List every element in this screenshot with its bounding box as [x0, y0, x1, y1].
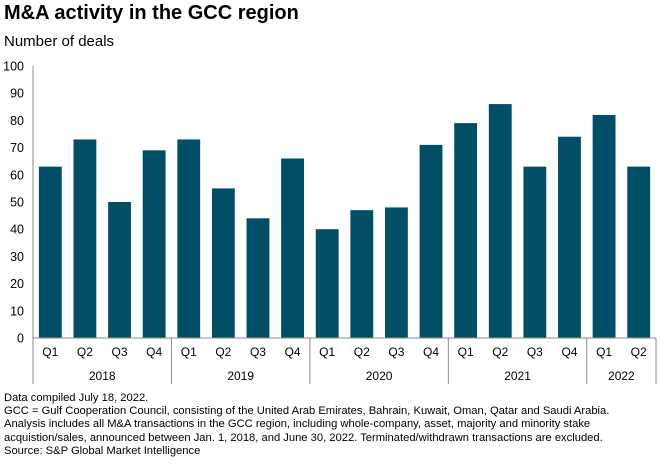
x-group-label-year: 2020 [366, 369, 393, 383]
x-tick-label-quarter: Q4 [285, 345, 301, 359]
y-tick-label: 90 [10, 87, 24, 101]
bar [211, 188, 235, 338]
x-tick-label-quarter: Q2 [77, 345, 93, 359]
y-tick-label: 100 [3, 60, 24, 74]
chart-title: M&A activity in the GCC region [4, 2, 299, 24]
bar [73, 139, 97, 338]
x-tick-label-quarter: Q1 [596, 345, 612, 359]
y-tick-label: 80 [10, 114, 24, 128]
x-tick-label-quarter: Q2 [631, 345, 647, 359]
bar [558, 136, 581, 338]
y-tick-label: 40 [10, 223, 24, 237]
x-tick-label-quarter: Q3 [112, 345, 128, 359]
footnote-analysis-scope-cont: acquistion/sales, announced between Jan.… [4, 431, 603, 444]
y-tick-label: 10 [10, 304, 24, 318]
y-tick-label: 60 [10, 168, 24, 182]
bar [592, 114, 616, 339]
x-tick-label-quarter: Q3 [250, 345, 266, 359]
bar-chart: 0 10 20 30 40 50 60 70 80 90 100 Q1 Q2 Q3 Q4 Q1 Q2 Q3 Q4 Q1… [3, 60, 657, 384]
y-tick-label: 30 [10, 250, 24, 264]
bar [454, 123, 478, 339]
bar [627, 166, 651, 338]
bar [246, 218, 270, 338]
bar [523, 166, 547, 338]
bar [488, 104, 512, 338]
y-tick-label: 50 [10, 196, 24, 210]
bar [281, 158, 305, 338]
x-tick-label-quarter: Q2 [492, 345, 508, 359]
bar [315, 229, 339, 338]
bar [142, 150, 166, 338]
footnote-source: Source: S&P Global Market Intelligence [4, 444, 201, 457]
x-tick-label-quarter: Q3 [388, 345, 404, 359]
bar [38, 166, 62, 338]
x-tick-label-quarter: Q1 [181, 345, 197, 359]
x-tick-label-quarter: Q1 [458, 345, 474, 359]
x-tick-label-quarter: Q4 [561, 345, 577, 359]
x-tick-label-quarter: Q1 [319, 345, 335, 359]
x-group-label-year: 2022 [608, 369, 635, 383]
x-group-label-year: 2021 [504, 369, 531, 383]
chart-subtitle: Number of deals [4, 33, 115, 50]
footnote-gcc-definition: GCC = Gulf Cooperation Council, consisti… [4, 405, 610, 418]
y-tick-label: 0 [17, 332, 24, 346]
x-tick-label-quarter: Q2 [354, 345, 370, 359]
footnote-analysis-scope: Analysis includes all M&A transactions i… [4, 418, 591, 431]
bar [419, 144, 443, 338]
bar [350, 210, 374, 338]
x-tick-label-quarter: Q3 [527, 345, 543, 359]
x-tick-label-quarter: Q4 [423, 345, 439, 359]
x-group-label-year: 2019 [227, 369, 254, 383]
bar [108, 202, 131, 338]
x-tick-label-quarter: Q4 [146, 345, 162, 359]
bar [177, 139, 201, 338]
y-tick-label: 70 [10, 141, 24, 155]
x-tick-label-quarter: Q2 [215, 345, 231, 359]
footnote-date: Data compiled July 18, 2022. [4, 392, 149, 404]
chart-footnotes: Data compiled July 18, 2022. GCC = Gulf … [4, 392, 656, 458]
x-tick-label-quarter: Q1 [42, 345, 58, 359]
y-tick-label: 20 [10, 277, 24, 291]
bar [384, 207, 408, 338]
x-group-label-year: 2018 [89, 369, 116, 383]
